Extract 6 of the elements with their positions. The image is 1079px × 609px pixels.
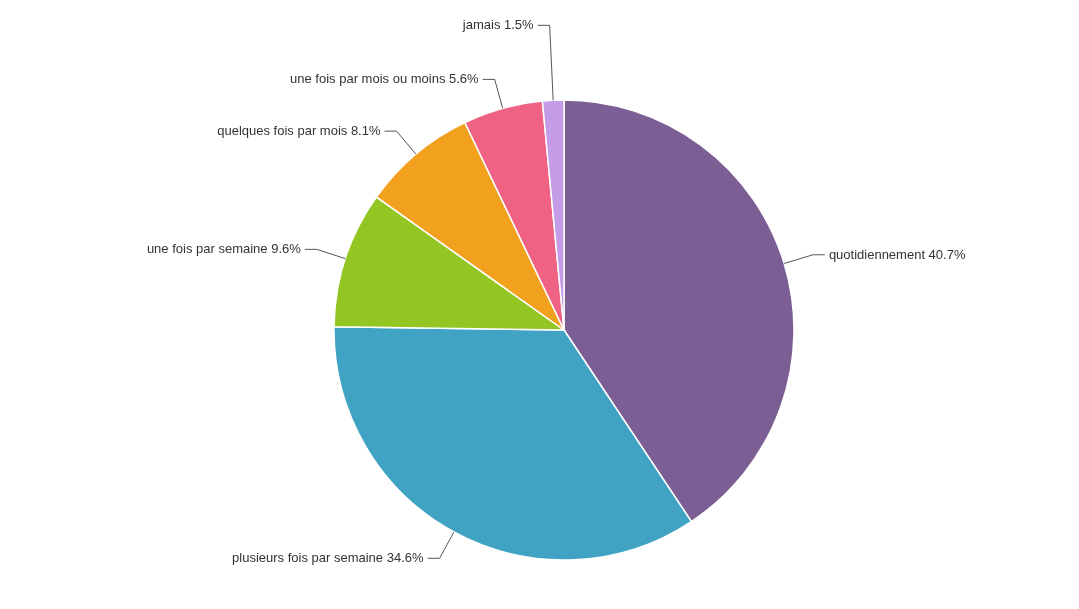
slice-label: une fois par mois ou moins 5.6% — [290, 71, 480, 87]
slice-label: jamais 1.5% — [461, 17, 535, 33]
slice-label: quotidiennement 40.7% — [828, 246, 966, 262]
slice-label: une fois par semaine 9.6% — [146, 241, 302, 257]
slice-label: plusieurs fois par semaine 34.6% — [232, 550, 425, 566]
slice-label: quelques fois par mois 8.1% — [217, 123, 381, 139]
